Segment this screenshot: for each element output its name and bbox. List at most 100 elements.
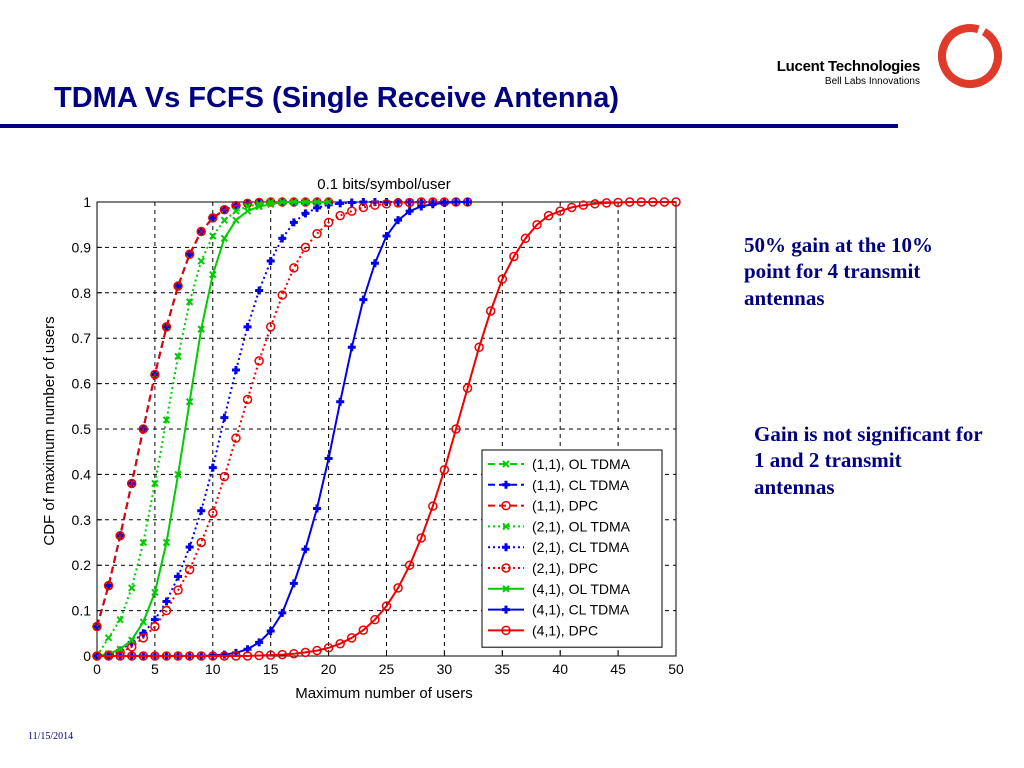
data-point (92, 621, 102, 632)
data-point (336, 199, 345, 208)
data-point (151, 479, 159, 488)
data-point (150, 651, 160, 661)
data-point (347, 206, 357, 216)
data-point (289, 648, 299, 659)
data-point (393, 198, 403, 208)
data-point (196, 651, 206, 661)
data-point (278, 608, 287, 617)
data-point (150, 621, 160, 632)
data-point (555, 206, 565, 216)
legend-label: (1,1), DPC (532, 498, 598, 514)
data-point (301, 198, 310, 206)
data-point (370, 614, 380, 625)
legend-entry: (1,1), DPC (488, 498, 598, 514)
legend-marker (502, 460, 510, 468)
data-point (567, 202, 577, 213)
data-point (313, 203, 322, 212)
data-point (671, 197, 681, 207)
y-tick-label: 0.4 (72, 466, 92, 482)
legend-label: (2,1), OL TDMA (532, 518, 631, 534)
data-point (173, 281, 183, 291)
innovation-ring-icon (938, 24, 1002, 88)
legend-label: (4,1), DPC (532, 622, 598, 638)
legend-entry: (4,1), DPC (488, 622, 598, 638)
legend-marker (502, 605, 510, 614)
data-point (208, 463, 217, 472)
data-point (231, 365, 240, 374)
legend-label: (4,1), OL TDMA (532, 581, 631, 597)
data-point (184, 249, 195, 259)
data-point (161, 605, 172, 616)
legend-marker (502, 585, 510, 593)
data-point (265, 322, 276, 332)
data-point (428, 200, 437, 209)
series-7 (93, 198, 333, 660)
data-point (462, 383, 473, 393)
data-point (197, 325, 205, 333)
data-point (278, 234, 287, 243)
data-point (301, 545, 310, 554)
data-point (255, 202, 263, 211)
data-point (543, 210, 554, 221)
data-point (266, 200, 275, 208)
data-point (313, 198, 321, 206)
data-point (242, 651, 253, 661)
data-point (439, 465, 450, 475)
data-point (359, 295, 368, 304)
data-point (254, 356, 264, 366)
data-point (197, 257, 205, 265)
data-point (103, 651, 114, 661)
data-point (139, 538, 148, 547)
data-point (231, 200, 241, 211)
data-point (196, 537, 206, 548)
data-point (277, 649, 288, 660)
data-point (185, 250, 194, 259)
data-point (601, 198, 612, 208)
data-point (185, 398, 194, 406)
data-point (208, 213, 218, 223)
data-point (243, 322, 252, 331)
data-point (509, 251, 519, 262)
annotation-gain-4tx: 50% gain at the 10% point for 4 transmit… (744, 233, 933, 310)
logo-name: Lucent Technologies (776, 58, 921, 75)
data-point (184, 564, 195, 575)
cdf-chart: 0.1 bits/symbol/user 0 5 10 15 20 25 30 35 40 45 5… (41, 176, 684, 702)
data-point (474, 342, 484, 353)
data-point (289, 218, 298, 227)
data-point (323, 217, 334, 228)
data-point (266, 627, 275, 636)
data-point (231, 651, 241, 661)
data-point (116, 615, 124, 624)
data-point (451, 198, 460, 206)
data-point (126, 651, 137, 661)
data-point (162, 538, 171, 547)
data-point (440, 198, 449, 207)
data-point (220, 413, 229, 422)
series-9 (92, 197, 681, 661)
data-point (659, 197, 670, 207)
data-point (358, 202, 369, 213)
data-point (197, 506, 206, 515)
data-point (232, 207, 240, 215)
legend: (1,1), OL TDMA (1,1), CL TDMA (1,1), DPC (2… (481, 449, 663, 648)
data-point (312, 645, 322, 656)
data-point (324, 454, 333, 463)
slide-date: 11/15/2014 (28, 731, 74, 742)
data-point (381, 601, 392, 611)
data-point (128, 584, 136, 592)
data-point (219, 204, 230, 215)
logo-tagline: Bell Labs Innovations (824, 76, 920, 87)
data-point (404, 560, 415, 570)
data-point (103, 580, 114, 591)
x-tick-label: 35 (495, 661, 511, 677)
data-point (174, 470, 182, 479)
y-tick-label: 0 (83, 648, 91, 664)
data-point (208, 213, 217, 222)
data-point (394, 216, 403, 225)
x-axis-label: Maximum number of users (295, 685, 473, 702)
data-point (335, 638, 345, 649)
data-point (636, 197, 647, 207)
company-logo: Lucent Technologies Bell Labs Innovation… (760, 20, 1020, 100)
data-point (150, 369, 160, 380)
data-point (138, 633, 149, 643)
